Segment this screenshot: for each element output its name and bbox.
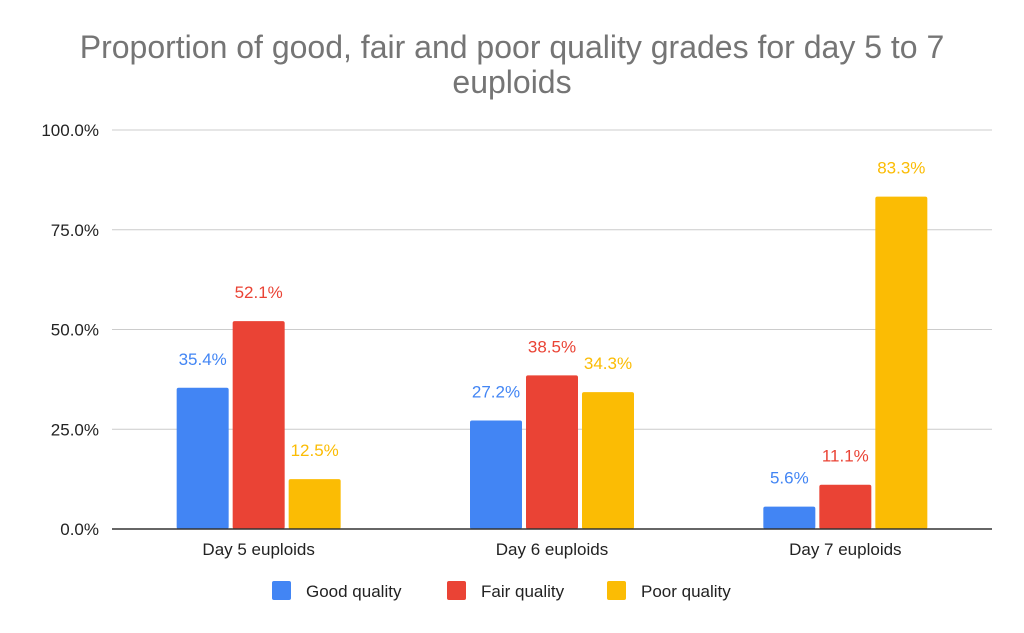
x-tick-label: Day 6 euploids [496,540,608,559]
x-axis: Day 5 euploids Day 6 euploids Day 7 euploi… [112,528,992,559]
legend-label: Good quality [306,582,402,601]
data-label: 27.2% [472,382,520,401]
legend-label: Fair quality [481,582,565,601]
bar [819,484,872,529]
data-label: 34.3% [584,354,632,373]
y-tick-label: 75.0% [51,221,99,240]
chart-title-line-2: euploids [452,64,571,100]
chart-title: Proportion of good, fair and poor qualit… [80,29,945,100]
legend-swatch [272,581,291,600]
x-tick-label: Day 5 euploids [202,540,314,559]
y-tick-label: 0.0% [60,520,99,539]
data-labels: 35.4% 52.1% 12.5% 27.2% 38.5% 34.3% 5.6% 11.1% 8… [179,159,926,488]
bar [470,420,522,529]
bar [176,387,229,529]
bar [232,321,285,529]
bar [526,375,578,529]
bars [176,196,928,529]
bar [288,479,341,529]
data-label: 38.5% [528,337,576,356]
y-tick-label: 25.0% [51,420,99,439]
legend-swatch [447,581,466,600]
y-tick-label: 100.0% [41,121,99,140]
chart-title-line-1: Proportion of good, fair and poor qualit… [80,29,945,65]
bar [582,392,634,529]
data-label: 35.4% [179,350,227,369]
legend: Good quality Fair quality Poor quality [272,581,731,601]
bar [763,506,816,529]
data-label: 11.1% [822,447,869,466]
legend-label: Poor quality [641,582,731,601]
data-label: 12.5% [291,441,339,460]
bar [875,196,928,529]
x-tick-label: Day 7 euploids [789,540,901,559]
data-label: 52.1% [235,283,283,302]
data-label: 5.6% [770,469,809,488]
data-label: 83.3% [877,159,925,178]
legend-swatch [607,581,626,600]
y-tick-label: 50.0% [51,321,99,340]
y-axis-tick-labels: 0.0% 25.0% 50.0% 75.0% 100.0% [41,121,99,539]
